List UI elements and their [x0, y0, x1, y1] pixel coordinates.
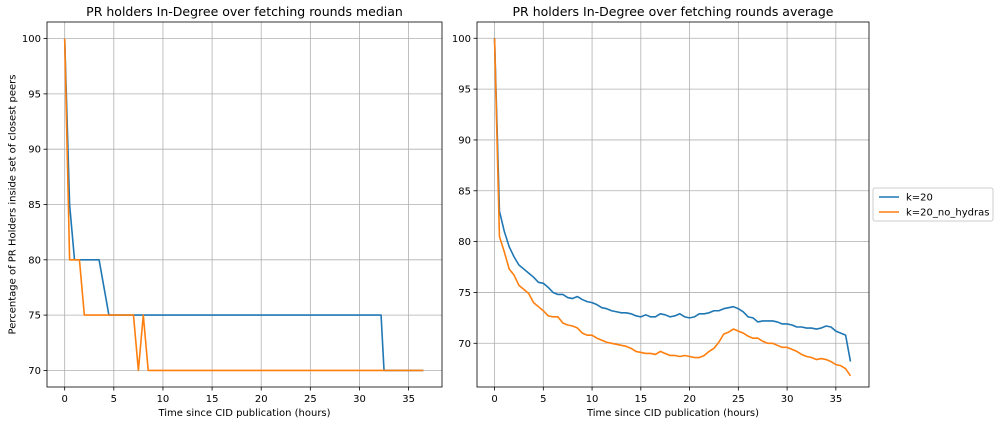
- average-chart-panel: 0 5 10 15 20 25 30 35 70 75 80 85 90 95 100 PR holders …: [452, 4, 870, 419]
- chart-title: PR holders In-Degree over fetching round…: [86, 4, 403, 19]
- x-tick-label: 15: [206, 394, 219, 405]
- y-tick-label: 90: [458, 135, 471, 146]
- y-tick-label: 70: [458, 339, 471, 350]
- x-axis-label: Time since CID publication (hours): [586, 408, 759, 419]
- legend: k=20 k=20_no_hydras: [872, 187, 994, 222]
- x-tick-label: 25: [732, 394, 745, 405]
- legend-label-k20: k=20: [906, 193, 933, 204]
- x-tick-label: 0: [61, 394, 67, 405]
- y-tick-label: 85: [458, 186, 471, 197]
- legend-box: [872, 187, 994, 222]
- x-tick-label: 15: [634, 394, 647, 405]
- axes-frame: [46, 21, 443, 388]
- x-axis-label: Time since CID publication (hours): [157, 408, 330, 419]
- y-tick-label: 100: [452, 34, 471, 45]
- y-tick-label: 70: [28, 366, 41, 377]
- y-tick-label: 95: [28, 89, 41, 100]
- y-tick-label: 90: [28, 145, 41, 156]
- x-tick-label: 35: [829, 394, 842, 405]
- x-tick-label: 10: [586, 394, 599, 405]
- y-tick-label: 85: [28, 200, 41, 211]
- y-tick-label: 100: [22, 34, 41, 45]
- y-tick-label: 80: [458, 237, 471, 248]
- x-tick-label: 20: [683, 394, 696, 405]
- x-tick-label: 30: [353, 394, 366, 405]
- x-tick-label: 30: [781, 394, 794, 405]
- x-tick-label: 20: [255, 394, 268, 405]
- x-tick-label: 5: [540, 394, 546, 405]
- x-tick-label: 35: [402, 394, 415, 405]
- axes-frame: [476, 21, 870, 388]
- y-tick-label: 75: [458, 288, 471, 299]
- x-tick-label: 5: [111, 394, 117, 405]
- y-tick-label: 75: [28, 311, 41, 322]
- x-tick-label: 0: [491, 394, 497, 405]
- series-line-k-20-no-hydras: [63, 38, 424, 372]
- y-tick-label: 95: [458, 85, 471, 96]
- x-tick-label: 10: [157, 394, 170, 405]
- series-line-k-20-no-hydras: [493, 38, 852, 377]
- x-tick-label: 25: [304, 394, 317, 405]
- y-tick-label: 80: [28, 255, 41, 266]
- median-chart-panel: 0 5 10 15 20 25 30 35 70 75 80 85 90 95 100 PR holders …: [8, 4, 443, 419]
- legend-label-no-hydras: k=20_no_hydras: [906, 208, 989, 219]
- chart-title: PR holders In-Degree over fetching round…: [513, 4, 834, 19]
- series-line-k-20: [493, 38, 852, 362]
- y-axis-label: Percentage of PR Holders inside set of c…: [8, 75, 19, 335]
- series-line-k-20: [63, 38, 424, 372]
